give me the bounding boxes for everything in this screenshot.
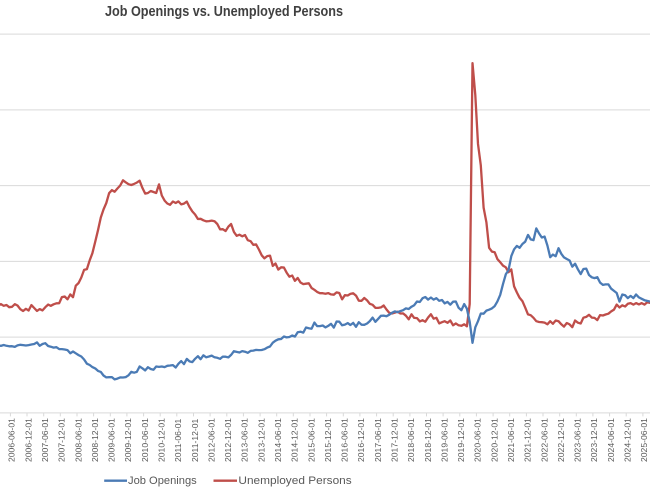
svg-text:2015-06-01: 2015-06-01 [306,418,316,462]
svg-text:2010-12-01: 2010-12-01 [157,418,167,462]
svg-text:2010-06-01: 2010-06-01 [140,418,150,462]
svg-text:2018-06-01: 2018-06-01 [406,418,416,462]
svg-text:2017-12-01: 2017-12-01 [390,418,400,462]
svg-text:2025-06-01: 2025-06-01 [639,418,649,462]
svg-text:2021-12-01: 2021-12-01 [523,418,533,462]
svg-text:2009-12-01: 2009-12-01 [123,418,133,462]
svg-text:2009-06-01: 2009-06-01 [107,418,117,462]
svg-text:2012-06-01: 2012-06-01 [206,418,216,462]
svg-text:Job Openings: Job Openings [128,475,197,487]
svg-text:2020-12-01: 2020-12-01 [489,418,499,462]
svg-text:2022-06-01: 2022-06-01 [539,418,549,462]
svg-text:2007-12-01: 2007-12-01 [57,418,67,462]
svg-text:2006-06-01: 2006-06-01 [7,418,17,462]
svg-text:2014-12-01: 2014-12-01 [290,418,300,462]
svg-text:2024-06-01: 2024-06-01 [606,418,616,462]
svg-text:2024-12-01: 2024-12-01 [623,418,633,462]
svg-text:2023-06-01: 2023-06-01 [573,418,583,462]
svg-text:2011-12-01: 2011-12-01 [190,418,200,462]
svg-text:2012-12-01: 2012-12-01 [223,418,233,462]
svg-text:2019-12-01: 2019-12-01 [456,418,466,462]
svg-text:2006-12-01: 2006-12-01 [23,418,33,462]
svg-text:2007-06-01: 2007-06-01 [40,418,50,462]
svg-text:2022-12-01: 2022-12-01 [556,418,566,462]
svg-text:2017-06-01: 2017-06-01 [373,418,383,462]
svg-text:2021-06-01: 2021-06-01 [506,418,516,462]
svg-text:2014-06-01: 2014-06-01 [273,418,283,462]
svg-text:2011-06-01: 2011-06-01 [173,418,183,462]
svg-text:2020-06-01: 2020-06-01 [473,418,483,462]
svg-text:2015-12-01: 2015-12-01 [323,418,333,462]
svg-text:2008-12-01: 2008-12-01 [90,418,100,462]
svg-text:2013-12-01: 2013-12-01 [256,418,266,462]
svg-text:Unemployed Persons: Unemployed Persons [238,475,351,487]
svg-text:2018-12-01: 2018-12-01 [423,418,433,462]
svg-text:2023-12-01: 2023-12-01 [589,418,599,462]
svg-text:2008-06-01: 2008-06-01 [73,418,83,462]
svg-text:2016-06-01: 2016-06-01 [340,418,350,462]
svg-text:2019-06-01: 2019-06-01 [439,418,449,462]
svg-text:2013-06-01: 2013-06-01 [240,418,250,462]
svg-text:2016-12-01: 2016-12-01 [356,418,366,462]
svg-text:Job Openings vs. Unemployed Pe: Job Openings vs. Unemployed Persons [105,3,343,20]
